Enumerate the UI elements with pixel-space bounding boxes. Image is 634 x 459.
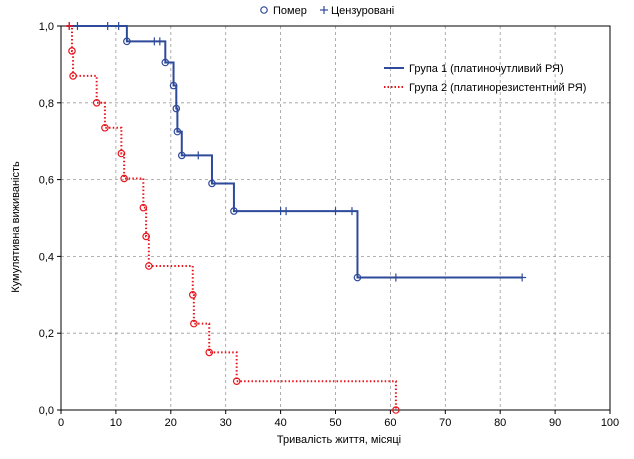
censored-marker (276, 207, 285, 216)
death-marker (117, 149, 126, 158)
censored-marker (391, 273, 400, 282)
series-legend: Група 1 (платиночутливий РЯ) Група 2 (пл… (384, 63, 586, 94)
censored-marker (331, 207, 340, 216)
y-tick-label: 0,4 (39, 251, 54, 263)
y-tick-label: 0,8 (39, 98, 54, 110)
x-tick-label: 90 (549, 417, 561, 429)
death-marker (188, 290, 197, 299)
censored-marker (155, 37, 164, 46)
survival-line-1 (66, 25, 523, 279)
censored-marker (518, 273, 527, 282)
death-marker (101, 123, 109, 132)
death-marker (69, 72, 77, 80)
death-marker (161, 58, 170, 67)
x-tick-label: 20 (165, 417, 177, 429)
death-marker (392, 406, 400, 414)
death-marker (68, 47, 76, 55)
death-marker (120, 174, 128, 183)
y-tick-label: 0,0 (39, 405, 54, 417)
legend-group2-label: Група 2 (платинорезистентний РЯ) (409, 82, 586, 94)
legend-death-label: Помер (273, 5, 307, 17)
censored-marker (73, 22, 82, 30)
death-marker (172, 104, 181, 113)
y-tick-label: 0,2 (39, 328, 54, 340)
x-tick-label: 10 (110, 417, 122, 429)
death-marker (142, 232, 150, 241)
series-group (65, 22, 527, 414)
y-tick-label: 1,0 (39, 21, 54, 33)
censored-marker (114, 22, 123, 30)
legend-censored-label: Цензуровані (331, 5, 394, 17)
marker-legend: Помер Цензуровані (260, 5, 394, 17)
death-marker (353, 273, 362, 282)
death-marker (177, 151, 186, 160)
death-marker (190, 319, 198, 328)
censored-marker (65, 22, 74, 30)
death-marker (230, 207, 238, 215)
x-axis-title: Тривалість життя, місяці (277, 434, 401, 446)
x-tick-label: 100 (601, 417, 619, 429)
death-marker (139, 203, 148, 212)
grid (61, 26, 610, 410)
x-tick-label: 70 (439, 417, 451, 429)
censored-marker (103, 22, 112, 30)
x-tick-label: 80 (494, 417, 506, 429)
y-axis-title: Кумулятивна виживаність (10, 161, 22, 293)
death-marker (173, 127, 182, 136)
series-1 (65, 22, 527, 282)
legend-group1-label: Група 1 (платиночутливий РЯ) (409, 63, 564, 75)
y-tick-label: 0,6 (39, 175, 54, 187)
x-tick-label: 30 (220, 417, 232, 429)
x-tick-label: 50 (329, 417, 341, 429)
x-tick-label: 40 (274, 417, 286, 429)
x-tick-label: 60 (384, 417, 396, 429)
x-tick-label: 0 (58, 417, 64, 429)
death-marker (145, 262, 153, 270)
death-marker (232, 377, 241, 386)
death-marker (92, 99, 101, 107)
censored-marker (194, 151, 203, 160)
death-marker (205, 348, 214, 357)
series-2 (65, 22, 400, 414)
censored-marker (347, 207, 356, 216)
legend-censored-marker-icon (320, 6, 328, 14)
legend-death-marker-icon (260, 6, 268, 14)
axis-ticks: 0 10 20 30 40 50 60 70 80 90 100 0,0 0,2 0,4 0,6 0,8 1,0 (39, 21, 619, 429)
death-marker (208, 179, 216, 188)
death-marker (169, 81, 178, 90)
death-marker (123, 37, 131, 46)
